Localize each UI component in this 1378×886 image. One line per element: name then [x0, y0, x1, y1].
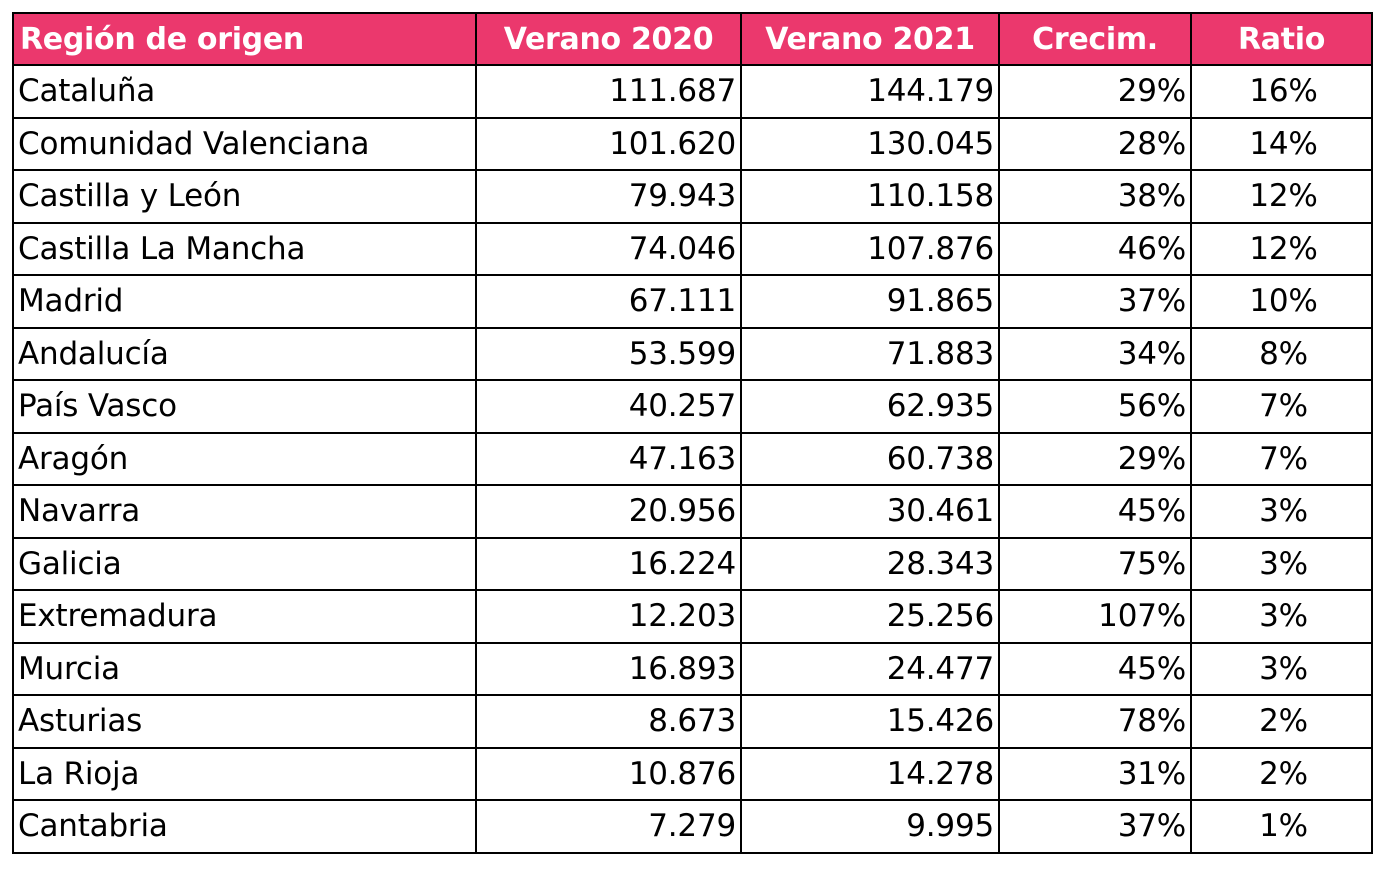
crecimiento-cell: 38% [998, 169, 1192, 224]
crecimiento-cell: 29% [998, 64, 1192, 119]
region-cell: Aragón [12, 431, 477, 486]
table-row: La Rioja 10.876 14.278 31% 2% [12, 746, 1373, 801]
table-row: Andalucía 53.599 71.883 34% 8% [12, 326, 1373, 381]
verano-2020-cell: 16.893 [475, 641, 742, 696]
crecimiento-cell: 37% [998, 274, 1192, 329]
table-row: Cantabria 7.279 9.995 37% 1% [12, 799, 1373, 854]
crecimiento-cell: 31% [998, 746, 1192, 801]
region-cell: Murcia [12, 641, 477, 696]
crecimiento-cell: 29% [998, 431, 1192, 486]
ratio-cell: 8% [1190, 326, 1373, 381]
verano-2021-cell: 107.876 [740, 221, 1000, 276]
verano-2021-cell: 91.865 [740, 274, 1000, 329]
table-row: Comunidad Valenciana 101.620 130.045 28% 14% [12, 116, 1373, 171]
region-cell: Cantabria [12, 799, 477, 854]
ratio-cell: 12% [1190, 221, 1373, 276]
table-row: País Vasco 40.257 62.935 56% 7% [12, 379, 1373, 434]
header-ratio: Ratio [1190, 12, 1373, 66]
crecimiento-cell: 56% [998, 379, 1192, 434]
region-cell: Asturias [12, 694, 477, 749]
crecimiento-cell: 28% [998, 116, 1192, 171]
region-cell: País Vasco [12, 379, 477, 434]
verano-2020-cell: 20.956 [475, 484, 742, 539]
verano-2020-cell: 111.687 [475, 64, 742, 119]
crecimiento-cell: 78% [998, 694, 1192, 749]
region-cell: Navarra [12, 484, 477, 539]
ratio-cell: 7% [1190, 379, 1373, 434]
crecimiento-cell: 45% [998, 641, 1192, 696]
verano-2020-cell: 40.257 [475, 379, 742, 434]
table-body: Cataluña 111.687 144.179 29% 16% Comunidad Va… [12, 64, 1373, 854]
crecimiento-cell: 34% [998, 326, 1192, 381]
verano-2021-cell: 62.935 [740, 379, 1000, 434]
verano-2021-cell: 71.883 [740, 326, 1000, 381]
ratio-cell: 10% [1190, 274, 1373, 329]
table-row: Cataluña 111.687 144.179 29% 16% [12, 64, 1373, 119]
ratio-cell: 1% [1190, 799, 1373, 854]
verano-2020-cell: 67.111 [475, 274, 742, 329]
verano-2021-cell: 28.343 [740, 536, 1000, 591]
verano-2020-cell: 47.163 [475, 431, 742, 486]
verano-2021-cell: 110.158 [740, 169, 1000, 224]
region-table: Región de origen Verano 2020 Verano 2021… [12, 12, 1373, 854]
table-row: Navarra 20.956 30.461 45% 3% [12, 484, 1373, 539]
verano-2021-cell: 60.738 [740, 431, 1000, 486]
verano-2020-cell: 101.620 [475, 116, 742, 171]
ratio-cell: 2% [1190, 694, 1373, 749]
region-cell: Cataluña [12, 64, 477, 119]
verano-2021-cell: 24.477 [740, 641, 1000, 696]
verano-2021-cell: 14.278 [740, 746, 1000, 801]
ratio-cell: 3% [1190, 589, 1373, 644]
verano-2020-cell: 7.279 [475, 799, 742, 854]
verano-2021-cell: 144.179 [740, 64, 1000, 119]
table-row: Castilla y León 79.943 110.158 38% 12% [12, 169, 1373, 224]
table-row: Castilla La Mancha 74.046 107.876 46% 12% [12, 221, 1373, 276]
verano-2020-cell: 16.224 [475, 536, 742, 591]
table-row: Murcia 16.893 24.477 45% 3% [12, 641, 1373, 696]
region-cell: Castilla La Mancha [12, 221, 477, 276]
verano-2020-cell: 79.943 [475, 169, 742, 224]
region-table-container: Región de origen Verano 2020 Verano 2021… [12, 12, 1373, 854]
region-cell: Madrid [12, 274, 477, 329]
table-row: Aragón 47.163 60.738 29% 7% [12, 431, 1373, 486]
ratio-cell: 3% [1190, 536, 1373, 591]
verano-2021-cell: 25.256 [740, 589, 1000, 644]
verano-2020-cell: 10.876 [475, 746, 742, 801]
region-cell: Castilla y León [12, 169, 477, 224]
crecimiento-cell: 45% [998, 484, 1192, 539]
ratio-cell: 14% [1190, 116, 1373, 171]
header-verano-2021: Verano 2021 [740, 12, 1000, 66]
table-row: Asturias 8.673 15.426 78% 2% [12, 694, 1373, 749]
verano-2020-cell: 8.673 [475, 694, 742, 749]
verano-2020-cell: 12.203 [475, 589, 742, 644]
ratio-cell: 12% [1190, 169, 1373, 224]
ratio-cell: 3% [1190, 641, 1373, 696]
region-cell: La Rioja [12, 746, 477, 801]
region-cell: Galicia [12, 536, 477, 591]
verano-2020-cell: 53.599 [475, 326, 742, 381]
verano-2021-cell: 9.995 [740, 799, 1000, 854]
crecimiento-cell: 107% [998, 589, 1192, 644]
crecimiento-cell: 46% [998, 221, 1192, 276]
region-cell: Andalucía [12, 326, 477, 381]
verano-2021-cell: 15.426 [740, 694, 1000, 749]
table-row: Galicia 16.224 28.343 75% 3% [12, 536, 1373, 591]
ratio-cell: 2% [1190, 746, 1373, 801]
table-row: Madrid 67.111 91.865 37% 10% [12, 274, 1373, 329]
verano-2021-cell: 30.461 [740, 484, 1000, 539]
crecimiento-cell: 37% [998, 799, 1192, 854]
table-row: Extremadura 12.203 25.256 107% 3% [12, 589, 1373, 644]
verano-2020-cell: 74.046 [475, 221, 742, 276]
header-crecimiento: Crecim. [998, 12, 1192, 66]
header-row: Región de origen Verano 2020 Verano 2021… [12, 12, 1373, 66]
region-cell: Extremadura [12, 589, 477, 644]
header-verano-2020: Verano 2020 [475, 12, 742, 66]
ratio-cell: 7% [1190, 431, 1373, 486]
region-cell: Comunidad Valenciana [12, 116, 477, 171]
ratio-cell: 16% [1190, 64, 1373, 119]
ratio-cell: 3% [1190, 484, 1373, 539]
verano-2021-cell: 130.045 [740, 116, 1000, 171]
crecimiento-cell: 75% [998, 536, 1192, 591]
header-region: Región de origen [12, 12, 477, 66]
